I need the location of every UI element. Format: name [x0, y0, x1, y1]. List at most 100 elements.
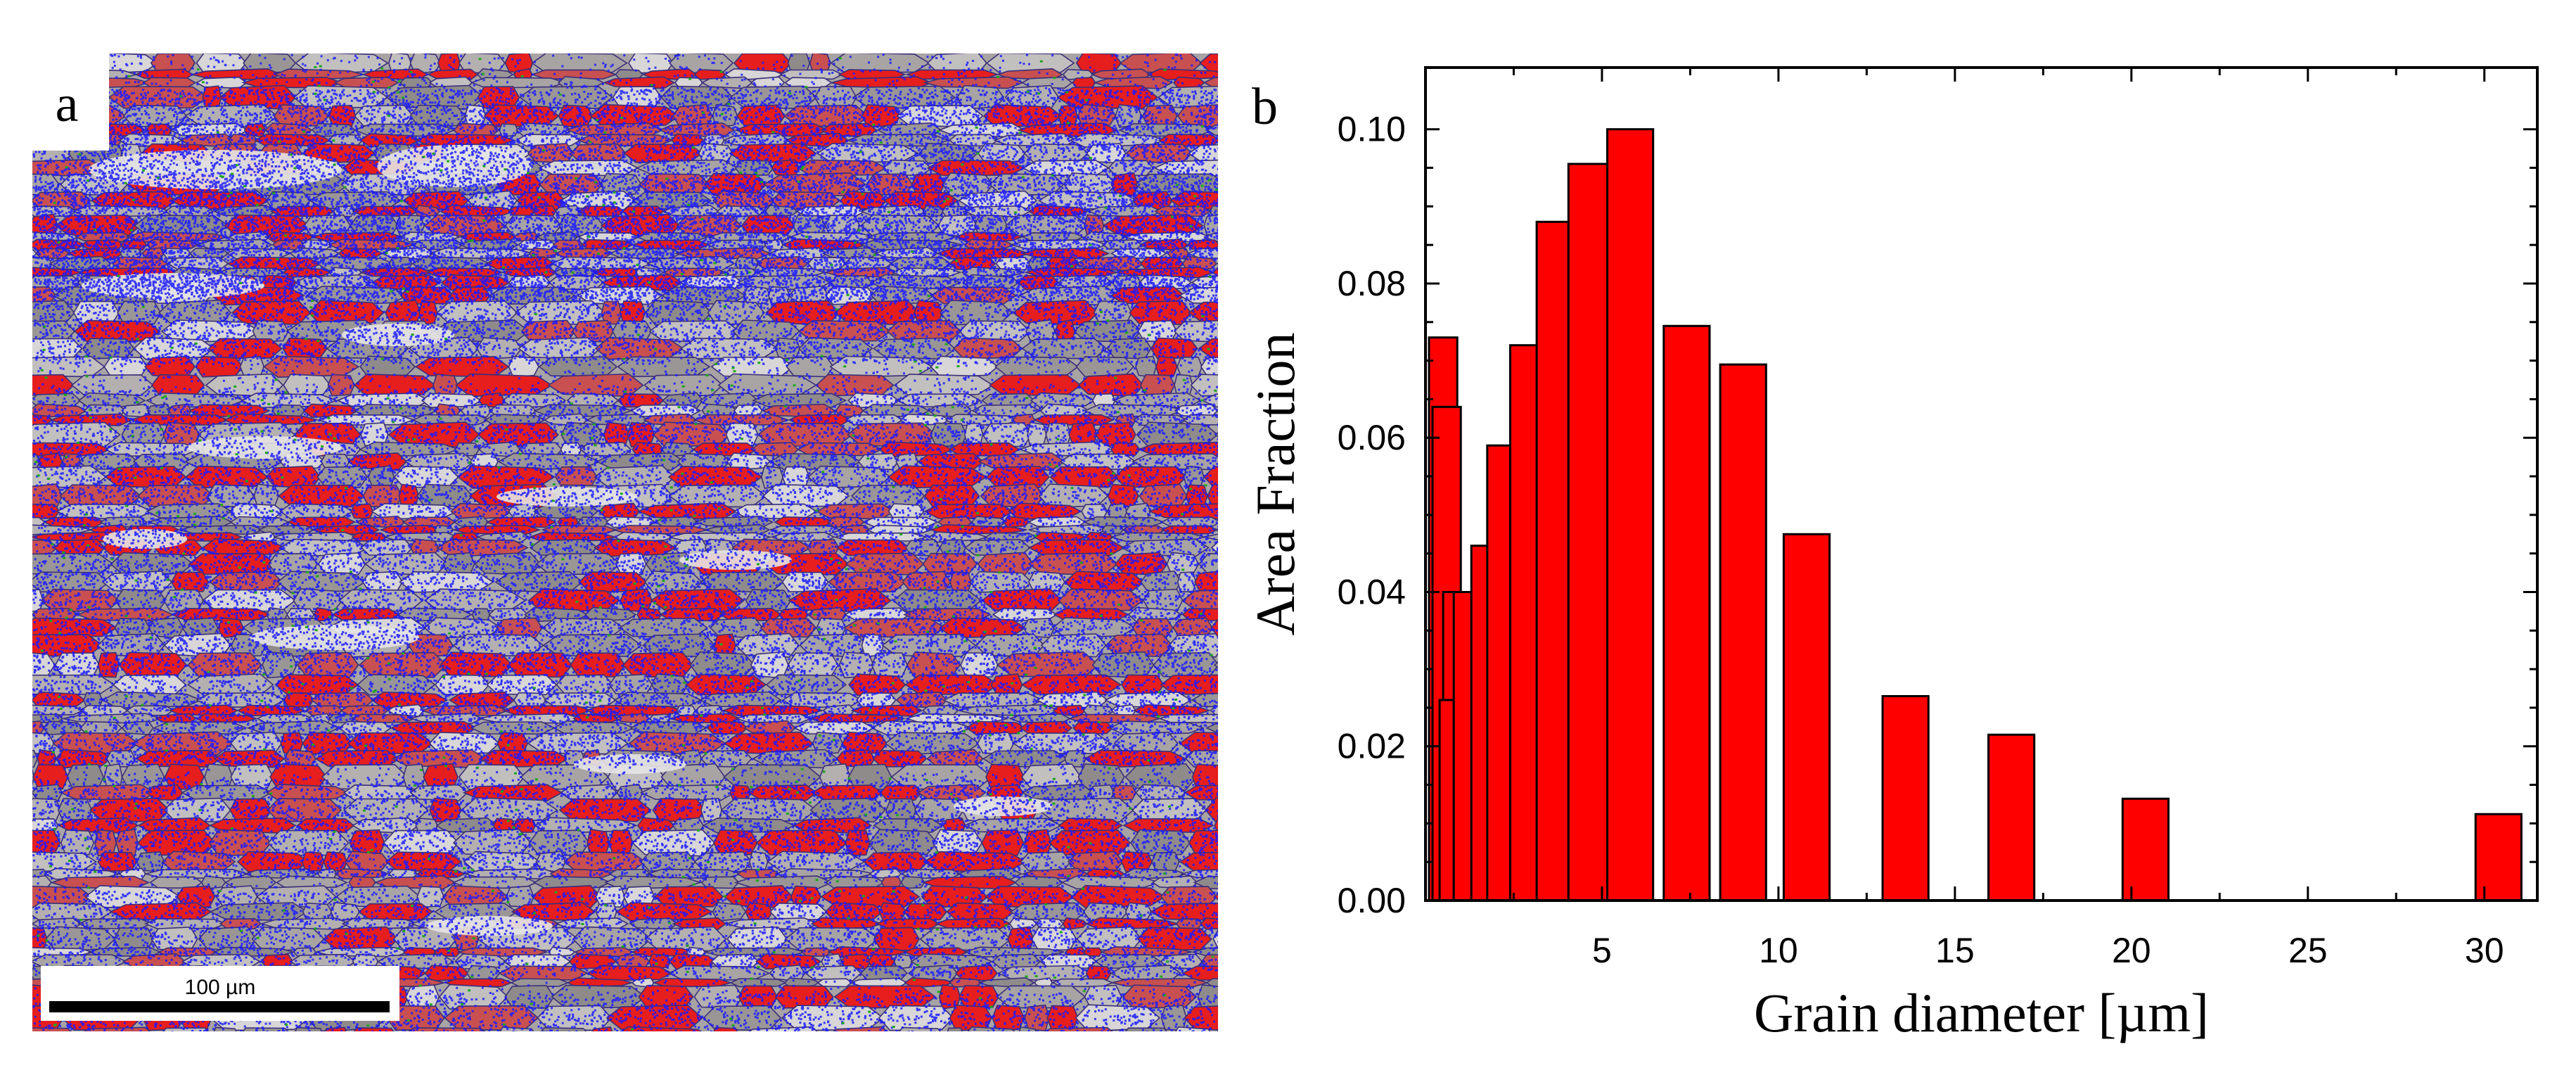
scale-bar-line: [49, 1001, 390, 1012]
bar-13: [1782, 533, 1831, 902]
grain: [989, 374, 1082, 396]
bar-8: [1535, 220, 1570, 902]
grain: [321, 1026, 350, 1031]
x-tick-label: 20: [2112, 931, 2151, 970]
panel-b-label: b: [1252, 78, 1278, 136]
ebsd-map: a 100 µm: [5, 53, 1218, 1031]
bar-15: [1987, 733, 2036, 902]
grain: [1213, 1027, 1218, 1031]
grain: [5, 205, 29, 217]
grain: [815, 374, 895, 397]
x-tick-label: 25: [2288, 931, 2328, 970]
x-tick-label: 15: [1935, 931, 1975, 970]
y-tick-label: 0.08: [1338, 264, 1406, 303]
grain: [32, 851, 97, 872]
chart-panel: b 5 10 15 20 25 30 0.00 0.02 0.04 0.06 0.08 0.10 G…: [1238, 0, 2576, 1071]
grain: [1206, 122, 1218, 138]
grain: [1215, 421, 1218, 448]
x-tick-label: 30: [2465, 931, 2504, 970]
grain: [32, 917, 33, 930]
ebsd-panel: a 100 µm: [0, 0, 1238, 1071]
y-tick-label: 0.04: [1338, 572, 1406, 611]
bar-11: [1662, 324, 1711, 902]
grain: [32, 651, 56, 679]
grain: [1075, 1004, 1161, 1031]
grain: [32, 763, 35, 791]
grain: [1072, 77, 1096, 89]
bar-12: [1719, 363, 1767, 902]
grain: [343, 798, 429, 822]
bar-9: [1567, 163, 1608, 902]
grain: [32, 749, 39, 768]
grain: [700, 571, 785, 593]
grain: [816, 978, 852, 988]
grain: [354, 104, 414, 128]
grain: [1160, 525, 1218, 535]
grain: [786, 356, 834, 378]
grain: [781, 466, 810, 488]
grain: [32, 122, 51, 138]
grain: [749, 851, 769, 872]
grain: [32, 85, 57, 110]
grain: [992, 1005, 1025, 1031]
scale-bar: 100 µm: [41, 966, 399, 1021]
grain: [205, 373, 284, 397]
grain: [399, 77, 433, 89]
grain: [845, 552, 925, 575]
grain: [499, 123, 519, 137]
grain: [535, 1026, 593, 1031]
grain: [1216, 256, 1218, 271]
grain: [535, 552, 621, 575]
grain: [32, 133, 98, 148]
grain: [538, 356, 618, 378]
bar-7: [1509, 344, 1540, 902]
grain: [612, 1026, 714, 1031]
grain: [651, 673, 689, 696]
grain: [807, 465, 892, 489]
grain: [923, 504, 1015, 519]
bars-group: [1428, 128, 2523, 902]
grain: [342, 784, 418, 801]
panel-a-label: a: [56, 75, 79, 133]
grain: [904, 674, 999, 695]
grain: [1155, 356, 1178, 378]
grain: [1190, 374, 1218, 397]
grain: [945, 1027, 965, 1031]
x-tick-label: 5: [1592, 931, 1612, 970]
grain: [1135, 355, 1157, 378]
grain: [878, 1005, 954, 1031]
bar-14: [1881, 695, 1930, 902]
grain: [703, 1005, 782, 1031]
grain: [32, 68, 62, 80]
grain: [923, 484, 980, 508]
grain: [70, 374, 154, 396]
grain: [390, 720, 478, 735]
grain: [826, 1026, 893, 1031]
grain: [838, 651, 875, 679]
bar-3: [1438, 699, 1455, 902]
y-axis-label: Area Fraction: [1245, 333, 1306, 636]
grain: [348, 1027, 399, 1031]
grain: [710, 1026, 741, 1031]
grain: [210, 1026, 240, 1031]
grain: [969, 571, 1032, 593]
bar-10: [1606, 128, 1655, 902]
y-tick-label: 0.00: [1338, 881, 1406, 920]
grain: [1075, 356, 1135, 378]
grain: [1122, 984, 1198, 1010]
grain: [1009, 902, 1087, 922]
grain: [693, 984, 743, 1010]
grain: [1214, 817, 1218, 834]
grain: [985, 53, 1075, 74]
grain: [833, 985, 937, 1009]
grain: [9, 819, 31, 832]
bar-17: [2474, 813, 2523, 902]
grain: [602, 76, 676, 89]
grain: [32, 374, 75, 397]
grain: [1020, 851, 1072, 872]
grain: [990, 673, 1023, 696]
x-tick-label: 10: [1759, 931, 1798, 970]
x-axis-label: Grain diameter [µm]: [1754, 982, 2209, 1043]
grain: [919, 927, 1012, 951]
grain: [32, 76, 59, 89]
